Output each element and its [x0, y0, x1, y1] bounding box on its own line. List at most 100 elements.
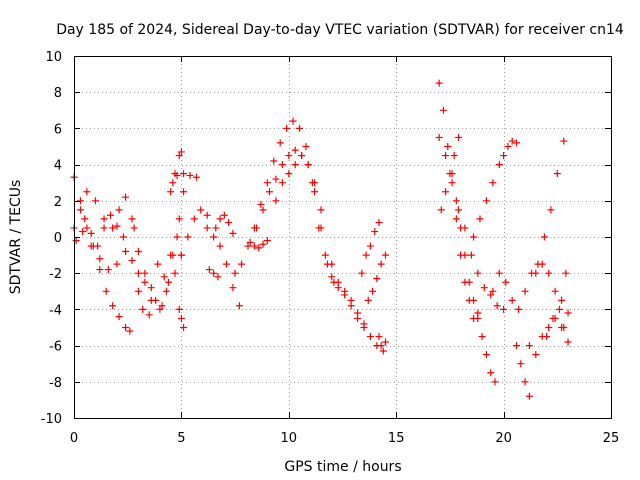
data-point: [454, 133, 462, 141]
data-point: [229, 284, 237, 292]
data-point: [377, 260, 385, 268]
data-point: [381, 251, 389, 259]
data-point: [435, 133, 443, 141]
data-point: [81, 215, 89, 223]
data-point: [508, 296, 516, 304]
data-point: [450, 152, 458, 160]
data-point: [446, 170, 454, 178]
data-point: [72, 237, 80, 245]
data-point: [113, 222, 121, 230]
data-point: [474, 269, 482, 277]
series-track-27: [470, 137, 520, 241]
data-point: [190, 215, 198, 223]
data-point: [100, 224, 108, 232]
data-point: [203, 224, 211, 232]
series-track-31: [532, 260, 570, 304]
data-point: [549, 314, 557, 322]
data-points: [70, 79, 572, 400]
data-point: [192, 173, 200, 181]
data-point: [321, 251, 329, 259]
y-axis-title: SDTVAR / TECUs: [8, 180, 24, 295]
x-tick-label: 15: [388, 431, 405, 446]
data-point: [263, 179, 271, 187]
y-tick-label: 6: [54, 122, 62, 137]
data-point: [558, 296, 566, 304]
series-track-18: [272, 152, 325, 214]
data-point: [517, 360, 525, 368]
data-point: [253, 224, 261, 232]
y-tick-label: 2: [54, 195, 62, 210]
x-tick-label: 10: [281, 431, 298, 446]
data-point: [555, 305, 563, 313]
data-point: [493, 302, 501, 310]
data-point: [381, 338, 389, 346]
data-point: [270, 157, 278, 165]
data-point: [134, 287, 142, 295]
y-tick-label: -10: [41, 412, 62, 427]
data-point: [283, 124, 291, 132]
data-point: [521, 378, 529, 386]
data-point: [278, 161, 286, 169]
data-point: [317, 224, 325, 232]
data-point: [525, 392, 533, 400]
data-point: [139, 305, 147, 313]
data-point: [130, 224, 138, 232]
data-point: [278, 179, 286, 187]
data-point: [480, 284, 488, 292]
data-point: [173, 171, 181, 179]
data-point: [214, 273, 222, 281]
chart-title: Day 185 of 2024, Sidereal Day-to-day VTE…: [56, 22, 624, 38]
data-point: [115, 206, 123, 214]
series-track-08: [167, 148, 185, 196]
data-point: [354, 309, 362, 317]
data-point: [102, 287, 110, 295]
series-track-06: [134, 233, 181, 295]
x-axis-title: GPS time / hours: [284, 459, 401, 475]
series-track-11: [175, 305, 188, 331]
data-point: [76, 197, 84, 205]
data-point: [128, 257, 136, 265]
data-point: [375, 333, 383, 341]
data-point: [128, 215, 136, 223]
data-point: [482, 197, 490, 205]
data-point: [175, 305, 183, 313]
data-point: [259, 206, 267, 214]
data-point: [126, 327, 134, 335]
data-point: [134, 247, 142, 255]
data-point: [162, 287, 170, 295]
data-point: [83, 224, 91, 232]
data-point: [495, 269, 503, 277]
series-track-21: [364, 251, 389, 304]
series-track-10: [177, 206, 211, 259]
data-point: [369, 287, 377, 295]
data-point: [263, 237, 271, 245]
data-point: [560, 324, 568, 331]
x-tick-label: 25: [603, 431, 620, 446]
data-point: [113, 260, 121, 268]
data-point: [476, 215, 484, 223]
data-point: [152, 296, 160, 304]
data-point: [255, 244, 263, 252]
x-axis: 0 5 10 15 20 25: [70, 56, 619, 446]
data-point: [107, 211, 115, 219]
data-point: [141, 269, 149, 277]
data-point: [457, 251, 465, 259]
x-tick-label: 20: [495, 431, 512, 446]
series-track-20: [358, 219, 383, 277]
data-point: [156, 305, 164, 313]
data-point: [100, 215, 108, 223]
data-point: [79, 228, 87, 236]
data-point: [244, 242, 252, 250]
data-point: [216, 215, 224, 223]
data-point: [545, 269, 553, 277]
data-point: [91, 197, 99, 205]
data-point: [186, 171, 194, 179]
data-point: [205, 266, 213, 274]
data-point: [76, 206, 84, 214]
data-point: [317, 206, 325, 214]
data-point: [442, 188, 450, 196]
data-point: [474, 309, 482, 317]
data-point: [291, 146, 299, 154]
data-point: [551, 287, 559, 295]
data-point: [96, 255, 104, 263]
